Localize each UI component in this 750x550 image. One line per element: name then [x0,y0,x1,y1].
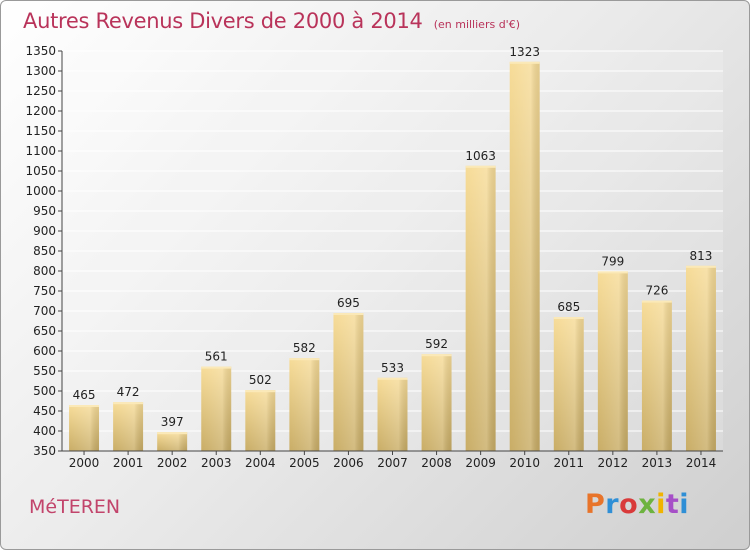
data-label: 685 [557,300,580,314]
bar-shade [509,61,540,452]
bar-top [69,405,100,407]
data-label: 502 [249,373,272,387]
y-tick-label: 800 [33,264,56,278]
data-label: 533 [381,361,404,375]
y-tick-label: 1100 [25,144,56,158]
y-tick-label: 400 [33,424,56,438]
logo-letter: P [585,489,606,520]
data-label: 472 [117,385,140,399]
data-label: 799 [601,254,624,268]
logo-letter: o [619,489,639,520]
logo-letter: i [679,489,690,520]
bar-shade [641,300,672,451]
data-label: 726 [645,284,668,298]
y-tick-label: 1000 [25,184,56,198]
bar-top [157,432,188,435]
x-tick-label: 2001 [113,456,144,470]
x-tick-label: 2014 [686,456,717,470]
bar-shade [553,317,584,451]
x-tick-label: 2013 [642,456,673,470]
y-tick-label: 1300 [25,64,56,78]
y-tick-label: 550 [33,364,56,378]
bar-shade [69,405,100,451]
x-tick-label: 2005 [289,456,320,470]
x-tick-label: 2012 [598,456,629,470]
x-tick-label: 2009 [465,456,496,470]
data-label: 813 [690,249,713,263]
y-tick-label: 650 [33,324,56,338]
bar-shade [157,432,188,451]
y-tick-label: 600 [33,344,56,358]
bar-top [685,265,716,268]
bar-shade [465,165,496,452]
bar-shade [289,358,320,451]
x-tick-label: 2002 [157,456,188,470]
data-label: 592 [425,337,448,351]
x-tick-label: 2004 [245,456,276,470]
data-label: 561 [205,350,228,364]
y-tick-label: 1150 [25,124,56,138]
bar-top [553,317,584,319]
bar-top [201,366,232,369]
x-tick-label: 2003 [201,456,232,470]
bar-top [465,165,496,168]
y-tick-label: 750 [33,284,56,298]
bar-top [597,271,628,274]
x-tick-label: 2006 [333,456,364,470]
logo-letter: x [638,489,657,520]
bar-top [509,61,540,64]
bar-shade [685,265,716,451]
bar-shade [377,377,408,451]
y-tick-label: 900 [33,224,56,238]
y-tick-label: 500 [33,384,56,398]
y-tick-label: 700 [33,304,56,318]
y-tick-label: 450 [33,404,56,418]
y-tick-label: 950 [33,204,56,218]
y-tick-label: 1200 [25,104,56,118]
x-tick-label: 2011 [553,456,584,470]
x-tick-label: 2008 [421,456,452,470]
data-label: 1323 [509,45,540,59]
place-name: MéTEREN [29,496,121,518]
bar-shade [113,402,144,451]
bar-shade [597,271,628,451]
bars: 465 472 397 561 502 582 695 533 592 1063 1323 685 79… [69,45,716,452]
data-label: 695 [337,296,360,310]
bar-top [421,354,452,357]
proxiti-logo: Proxiti [585,489,689,520]
data-label: 582 [293,341,316,355]
logo-letter: i [656,489,666,520]
bar-top [333,313,364,315]
y-tick-label: 1250 [25,84,56,98]
bar-top [377,377,408,380]
y-tick-label: 350 [33,444,56,458]
bar-top [289,358,320,361]
title-row: Autres Revenus Divers de 2000 à 2014 (en… [23,9,520,33]
data-label: 1063 [465,149,496,163]
bar-shade [201,366,232,451]
data-label: 397 [161,415,184,429]
chart-subtitle: (en milliers d'€) [433,18,520,31]
data-label: 465 [73,388,96,402]
bar-shade [333,313,364,451]
bar-top [113,402,144,405]
bar-shade [245,390,276,451]
axes: 350 400 450 500 550 600 650 700 750 800 850 900 950 1… [25,44,723,470]
bar-top [245,390,276,393]
logo-letter: t [665,489,680,520]
y-tick-label: 1050 [25,164,56,178]
y-tick-label: 850 [33,244,56,258]
x-tick-label: 2000 [69,456,100,470]
bar-shade [421,354,452,451]
x-tick-label: 2007 [377,456,408,470]
bar-top [641,300,672,303]
logo-letter: r [605,489,620,520]
chart-title: Autres Revenus Divers de 2000 à 2014 [23,9,423,33]
y-tick-label: 1350 [25,44,56,58]
x-tick-label: 2010 [509,456,540,470]
